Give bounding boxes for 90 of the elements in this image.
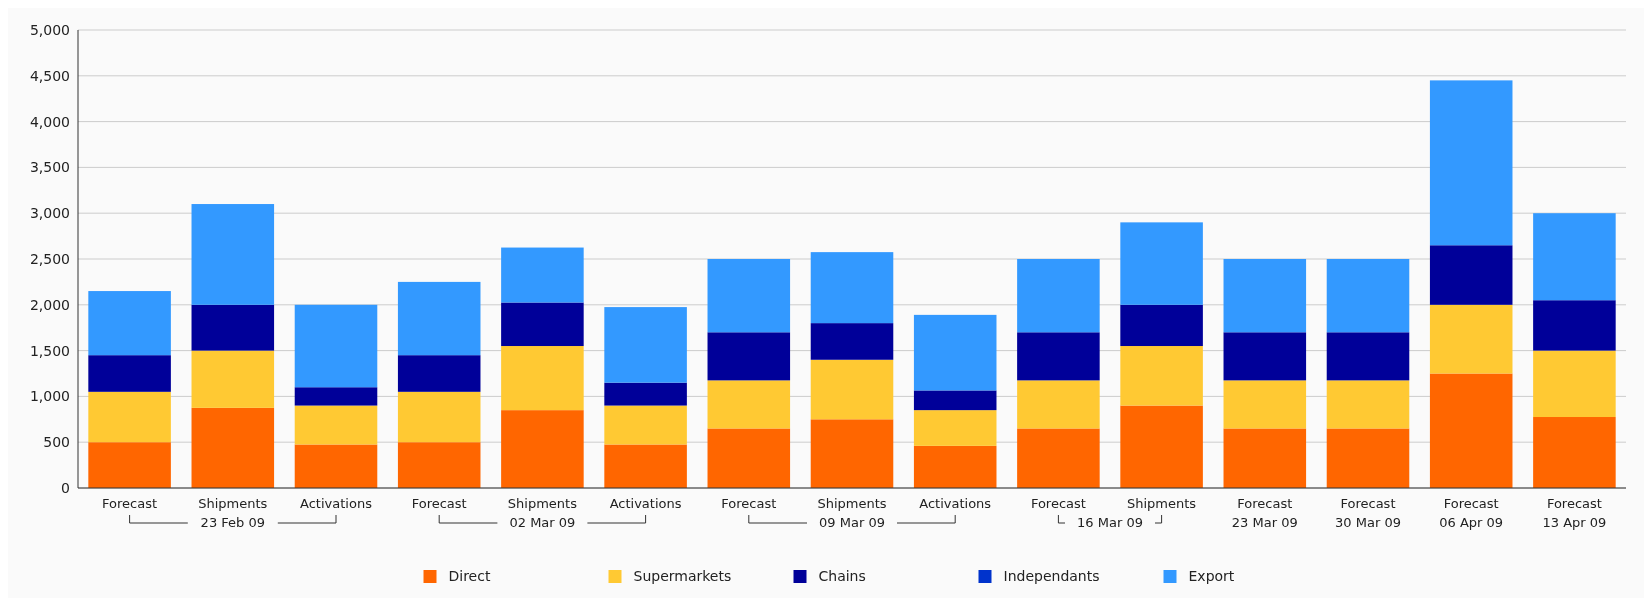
legend-label: Supermarkets — [633, 568, 732, 584]
bar — [1017, 380, 1100, 429]
bar — [707, 428, 791, 488]
x-tick-label: Activations — [300, 496, 373, 511]
bar — [88, 291, 171, 356]
x-tick-label: Forecast — [411, 496, 467, 511]
y-tick-label: 2,500 — [29, 250, 70, 267]
category-label: Shipments 09 Mar 09 — [817, 496, 887, 530]
bar — [1533, 350, 1616, 418]
y-tick-label: 4,000 — [29, 113, 70, 130]
category-label: Shipments 02 Mar 09 — [507, 496, 577, 530]
bar — [810, 419, 894, 488]
bar — [604, 444, 687, 488]
bar — [1120, 222, 1203, 305]
bar — [604, 307, 687, 383]
legend-label: Independants — [1003, 568, 1100, 584]
y-tick-label: 3,500 — [29, 159, 70, 176]
bar — [1017, 332, 1100, 381]
bar — [1533, 213, 1616, 301]
y-tick-label: 1,000 — [29, 388, 70, 405]
bar — [1223, 332, 1307, 381]
bar — [397, 355, 481, 392]
bar — [1326, 332, 1410, 381]
bar — [604, 382, 687, 406]
bar — [294, 304, 378, 388]
bar — [501, 346, 584, 411]
y-tick-label: 5,000 — [29, 21, 70, 38]
bar — [1326, 380, 1410, 429]
bar — [88, 355, 171, 392]
bar — [1429, 80, 1513, 246]
bar — [1120, 346, 1203, 406]
bar — [501, 302, 584, 347]
bar — [810, 359, 894, 420]
legend-label: Chains — [818, 568, 866, 584]
bar — [294, 444, 378, 488]
bar — [397, 442, 481, 488]
bar — [191, 304, 275, 351]
x-tick-label: Forecast — [721, 496, 777, 511]
legend-label: Direct — [448, 568, 491, 584]
x-tick-label: Activations — [609, 496, 682, 511]
bar — [1326, 259, 1410, 333]
bar — [913, 410, 997, 446]
bar — [707, 380, 791, 429]
category-label: Forecast 30 Mar 09 — [1335, 496, 1401, 530]
bar — [88, 442, 171, 488]
bar — [1429, 304, 1513, 374]
bar — [913, 314, 997, 391]
bar — [1223, 259, 1307, 333]
bar — [501, 410, 584, 488]
y-tick-label: 1,500 — [29, 342, 70, 359]
bar — [1533, 300, 1616, 351]
bar — [397, 281, 481, 356]
bar — [501, 247, 584, 303]
legend-label: Export — [1188, 568, 1235, 584]
bar — [397, 391, 481, 443]
bar — [88, 391, 171, 443]
bar — [810, 252, 894, 324]
category-label: Forecast 23 Mar 09 — [1231, 496, 1298, 530]
x-tick-label: Forecast — [102, 496, 158, 511]
y-tick-label: 500 — [43, 434, 70, 451]
bar — [913, 445, 997, 488]
bar — [1533, 417, 1616, 488]
y-tick-label: 2,000 — [29, 296, 70, 313]
y-tick-label: 4,500 — [29, 67, 70, 84]
bar — [191, 350, 275, 408]
bar — [1326, 428, 1410, 488]
bar — [1429, 373, 1513, 488]
y-tick-label: 3,000 — [29, 205, 70, 222]
bar — [191, 204, 275, 305]
category-label: Forecast 13 Apr 09 — [1542, 496, 1607, 530]
category-label: Shipments 23 Feb 09 — [198, 496, 268, 530]
x-tick-label: Activations — [919, 496, 992, 511]
bar — [913, 390, 997, 411]
category-label: Forecast 06 Apr 09 — [1439, 496, 1504, 530]
bar — [1120, 304, 1203, 347]
bar — [1017, 259, 1100, 333]
bar — [810, 323, 894, 360]
bar — [1120, 405, 1203, 488]
bar — [1429, 245, 1513, 305]
bar — [707, 259, 791, 333]
bar — [294, 387, 378, 406]
bar — [191, 407, 275, 488]
y-tick-label: 0 — [61, 479, 70, 496]
bar — [604, 405, 687, 445]
bar — [707, 332, 791, 381]
bar — [1223, 428, 1307, 488]
bar — [1223, 380, 1307, 429]
bar — [1017, 428, 1100, 488]
bar — [294, 405, 378, 445]
x-tick-label: Forecast — [1030, 496, 1086, 511]
